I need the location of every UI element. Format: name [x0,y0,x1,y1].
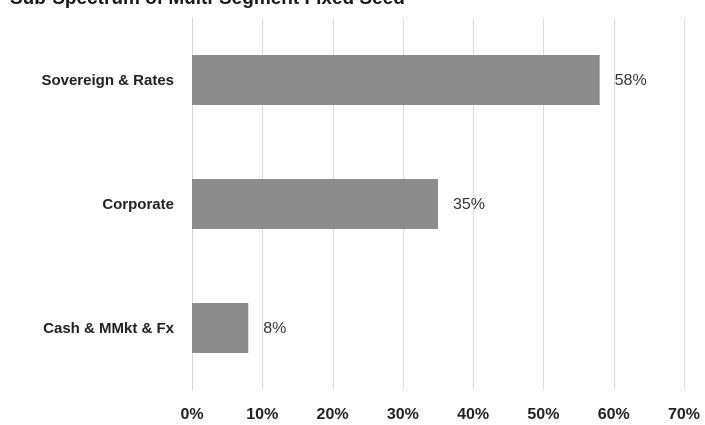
x-tick-label-0: 0% [180,406,203,423]
data-label-0: 58% [615,72,647,89]
x-axis-tick-labels: 0% 10% 20% 30% 40% 50% 60% 70% [180,406,700,423]
data-labels: 58% 35% 8% [263,72,646,337]
x-tick-label-30: 30% [387,406,419,423]
x-tick-label-10: 10% [246,406,278,423]
x-tick-label-70: 70% [668,406,700,423]
data-label-1: 35% [453,196,485,213]
category-labels: Sovereign & Rates Corporate Cash & MMkt & … [41,72,174,337]
category-label-0: Sovereign & Rates [41,72,174,89]
x-tick-label-50: 50% [527,406,559,423]
x-tick-label-20: 20% [317,406,349,423]
x-tick-label-40: 40% [457,406,489,423]
category-label-2: Cash & MMkt & Fx [43,320,175,337]
chart-title: Sub-Spectrum of Multi-Segment Fixed Seed [10,0,405,10]
bar-1 [192,179,438,229]
bar-0 [192,55,600,105]
bars [192,55,600,353]
category-label-1: Corporate [102,196,174,213]
x-tick-label-60: 60% [598,406,630,423]
data-label-2: 8% [263,320,286,337]
bar-2 [192,303,249,353]
